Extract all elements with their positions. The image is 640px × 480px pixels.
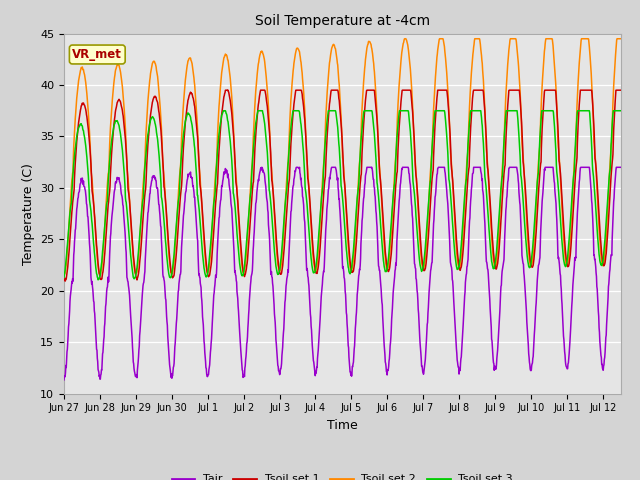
X-axis label: Time: Time [327,419,358,432]
Y-axis label: Temperature (C): Temperature (C) [22,163,35,264]
Title: Soil Temperature at -4cm: Soil Temperature at -4cm [255,14,430,28]
Text: VR_met: VR_met [72,48,122,61]
Legend: Tair, Tsoil set 1, Tsoil set 2, Tsoil set 3: Tair, Tsoil set 1, Tsoil set 2, Tsoil se… [167,470,518,480]
